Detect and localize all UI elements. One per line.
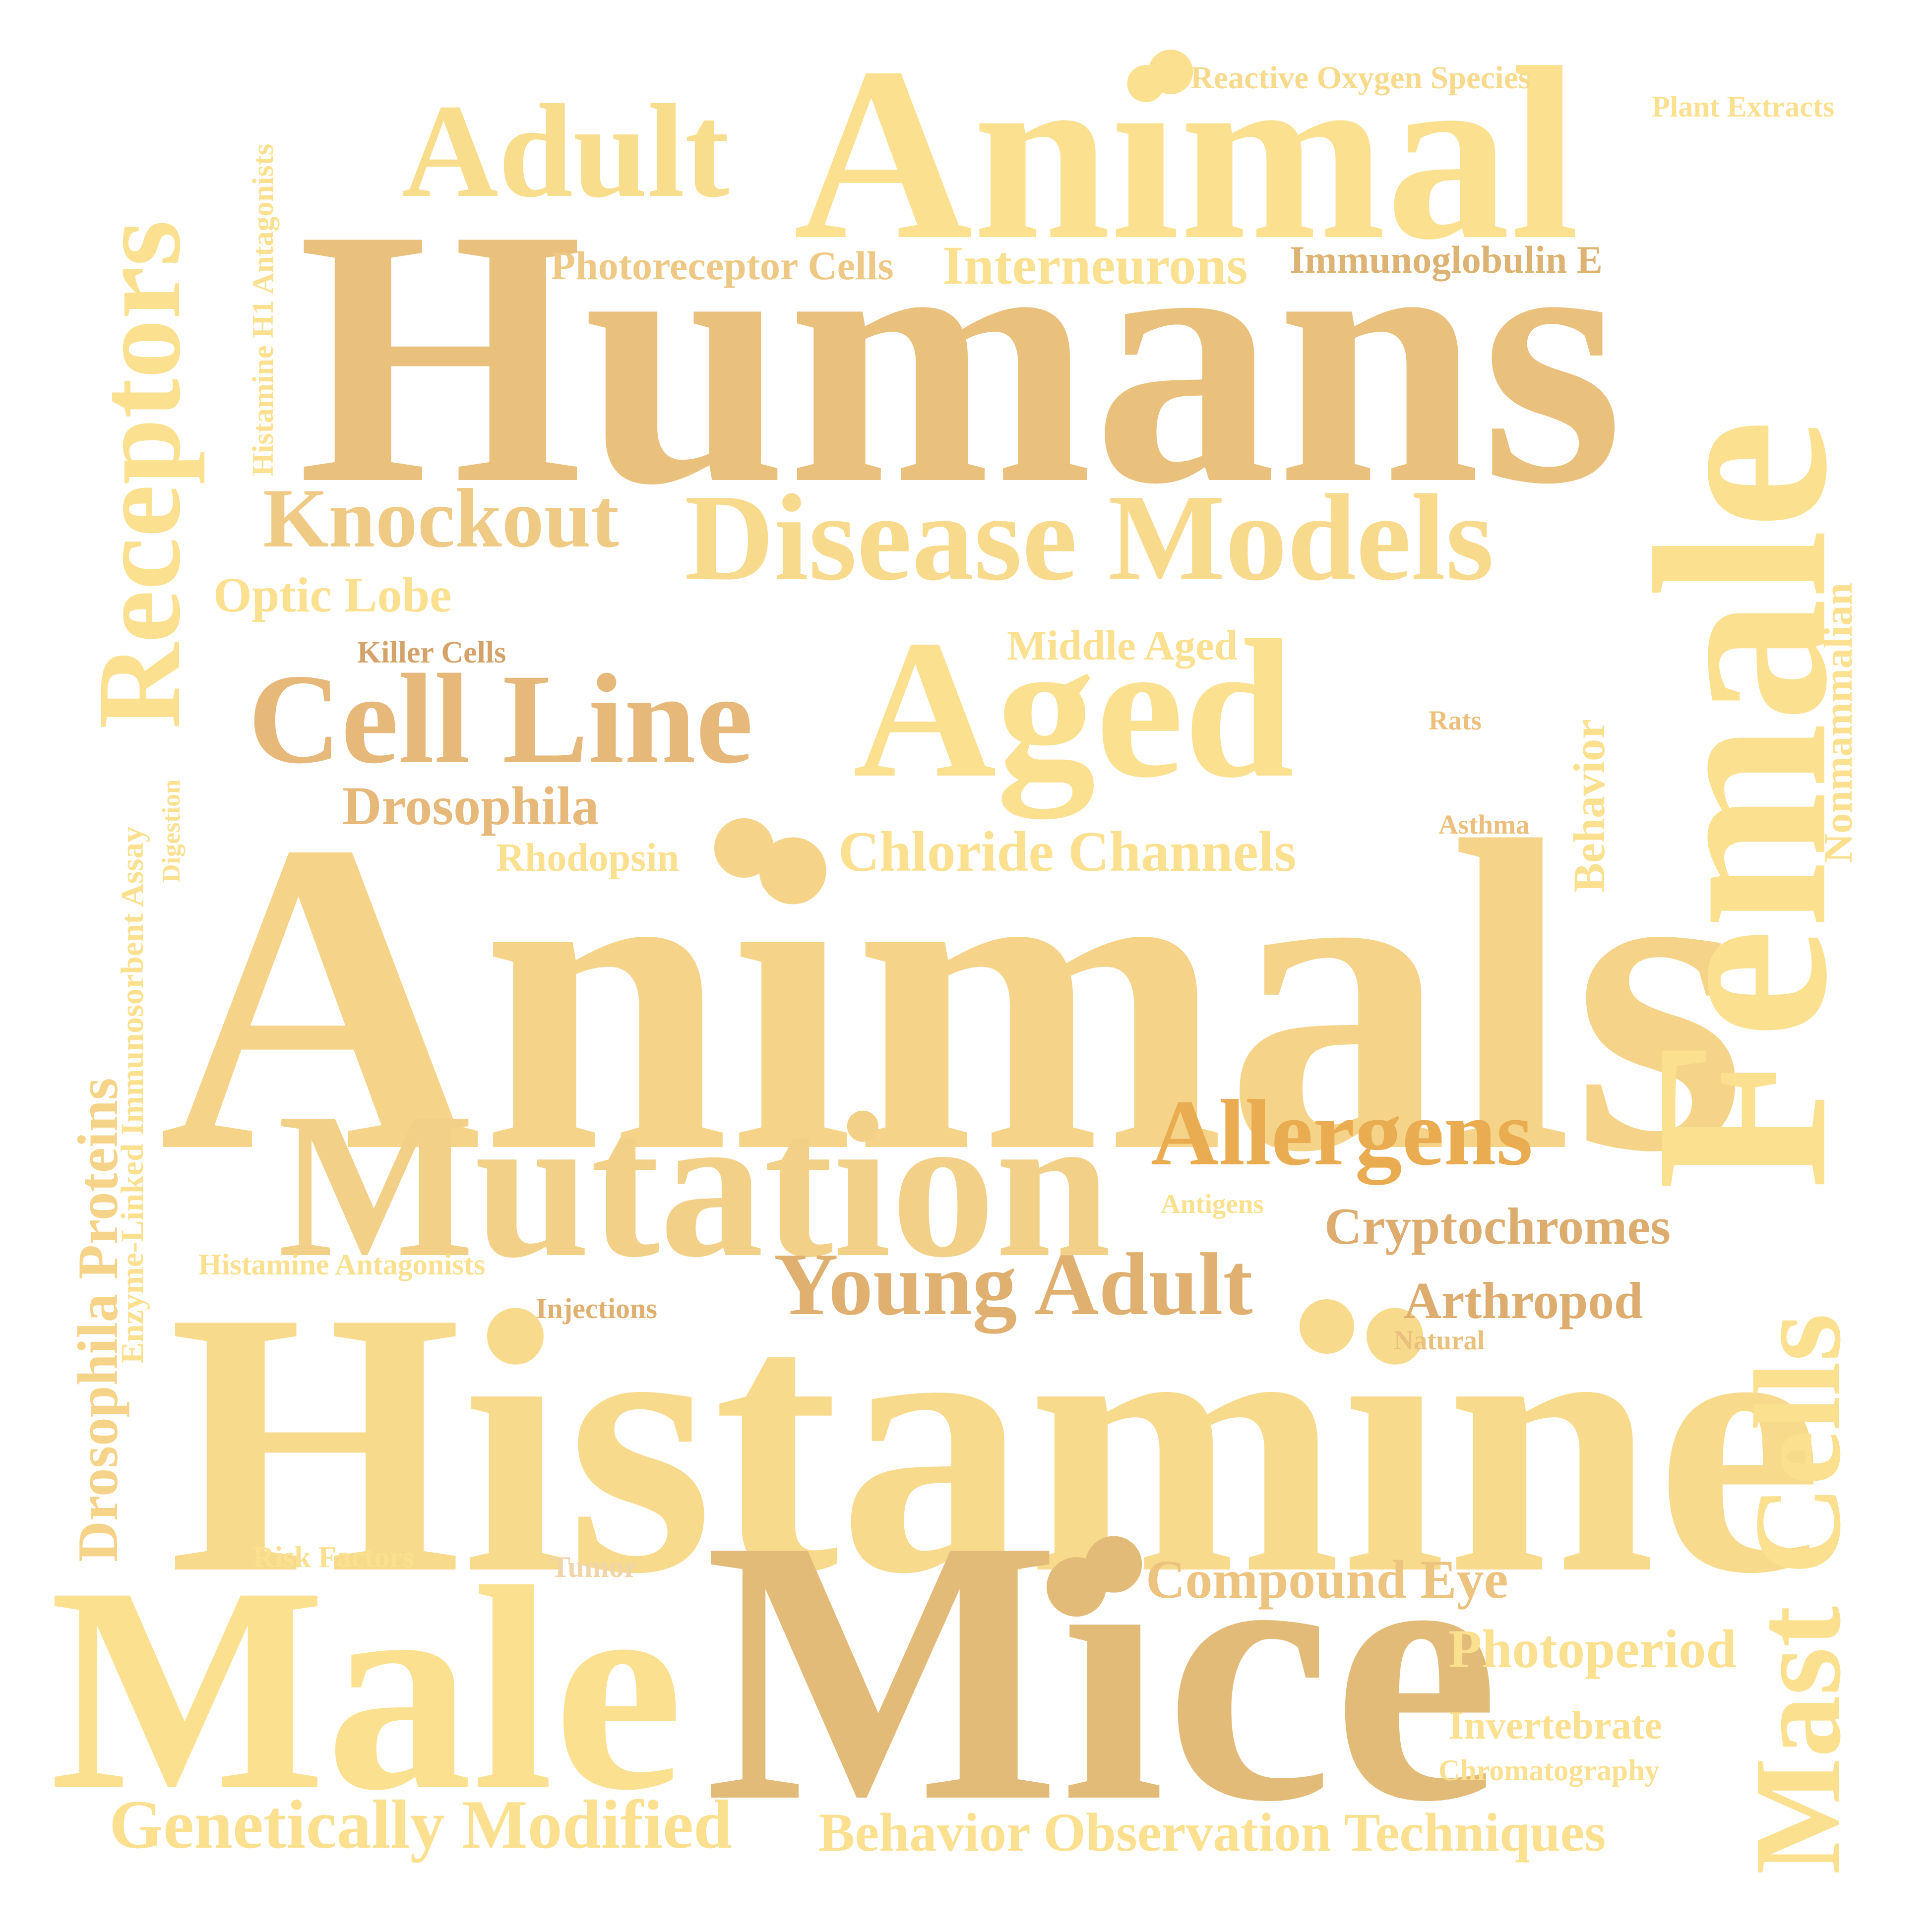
word-nonmammalian: Nonmammalian	[1815, 583, 1861, 863]
word-photoreceptor-cells: Photoreceptor Cells	[551, 243, 894, 288]
word-rats: Rats	[1429, 705, 1482, 735]
word-mutation: Mutation	[278, 1070, 1111, 1300]
word-histamine-h1-antagonists: Histamine H1 Antagonists	[247, 143, 279, 476]
word-optic-lobe: Optic Lobe	[213, 567, 452, 622]
word-behavior: Behavior	[1565, 719, 1614, 893]
word-interneurons: Interneurons	[942, 235, 1248, 296]
word-mast-cells: Mast Cells	[1729, 1313, 1867, 1874]
word-cell-line: Cell Line	[248, 648, 753, 790]
word-middle-aged: Middle Aged	[1007, 622, 1238, 669]
word-histamine-antagonists: Histamine Antagonists	[198, 1248, 486, 1281]
word-genetically-modified: Genetically Modified	[109, 1786, 732, 1863]
word-natural: Natural	[1394, 1325, 1485, 1355]
word-asthma: Asthma	[1438, 809, 1530, 840]
word-arthropod: Arthropod	[1404, 1271, 1643, 1329]
word-drosophila: Drosophila	[342, 776, 599, 836]
word-adult: Adult	[402, 77, 730, 225]
word-injections: Injections	[536, 1292, 657, 1325]
word-rhodopsin: Rhodopsin	[496, 836, 680, 880]
word-compound-eye: Compound Eye	[1146, 1549, 1508, 1610]
word-enzyme-linked-immunosorbent-assay: Enzyme-Linked Immunosorbent Assay	[115, 826, 150, 1364]
decorative-dot	[1300, 1299, 1354, 1354]
decorative-dot	[1047, 1557, 1106, 1617]
word-allergens: Allergens	[1151, 1081, 1533, 1185]
decorative-dot	[1148, 50, 1193, 94]
word-histamine: Histamine	[169, 1234, 1823, 1651]
word-digestion: Digestion	[157, 780, 186, 883]
decorative-dot	[714, 818, 774, 878]
word-young-adult: Young Adult	[774, 1235, 1253, 1333]
word-killer-cells: Killer Cells	[357, 636, 506, 669]
word-antigens: Antigens	[1161, 1189, 1264, 1219]
word-photoperiod: Photoperiod	[1448, 1619, 1737, 1679]
word-humans: Humans	[298, 154, 1624, 560]
word-invertebrate: Invertebrate	[1448, 1704, 1662, 1748]
word-immunoglobulin-e: Immunoglobulin E	[1290, 238, 1603, 281]
word-knockout: Knockout	[263, 472, 619, 565]
word-mice: Mice	[704, 1462, 1500, 1879]
word-risk-factors: Risk Factors	[253, 1541, 414, 1573]
word-aged: Aged	[853, 599, 1294, 819]
word-animals: Animals	[159, 749, 1746, 1244]
word-chloride-channels: Chloride Channels	[838, 820, 1297, 883]
word-receptors: Receptors	[73, 220, 205, 729]
word-reactive-oxygen-species: Reactive Oxygen Species	[1190, 60, 1531, 96]
word-disease-models: Disease Models	[685, 469, 1494, 606]
word-cryptochromes: Cryptochromes	[1324, 1197, 1671, 1255]
word-tumor: Tumor	[551, 1551, 637, 1583]
word-plant-extracts: Plant Extracts	[1652, 90, 1835, 123]
word-behavior-observation-techniques: Behavior Observation Techniques	[818, 1802, 1606, 1863]
word-male: Male	[50, 1526, 684, 1851]
word-chromatography: Chromatography	[1438, 1754, 1660, 1787]
